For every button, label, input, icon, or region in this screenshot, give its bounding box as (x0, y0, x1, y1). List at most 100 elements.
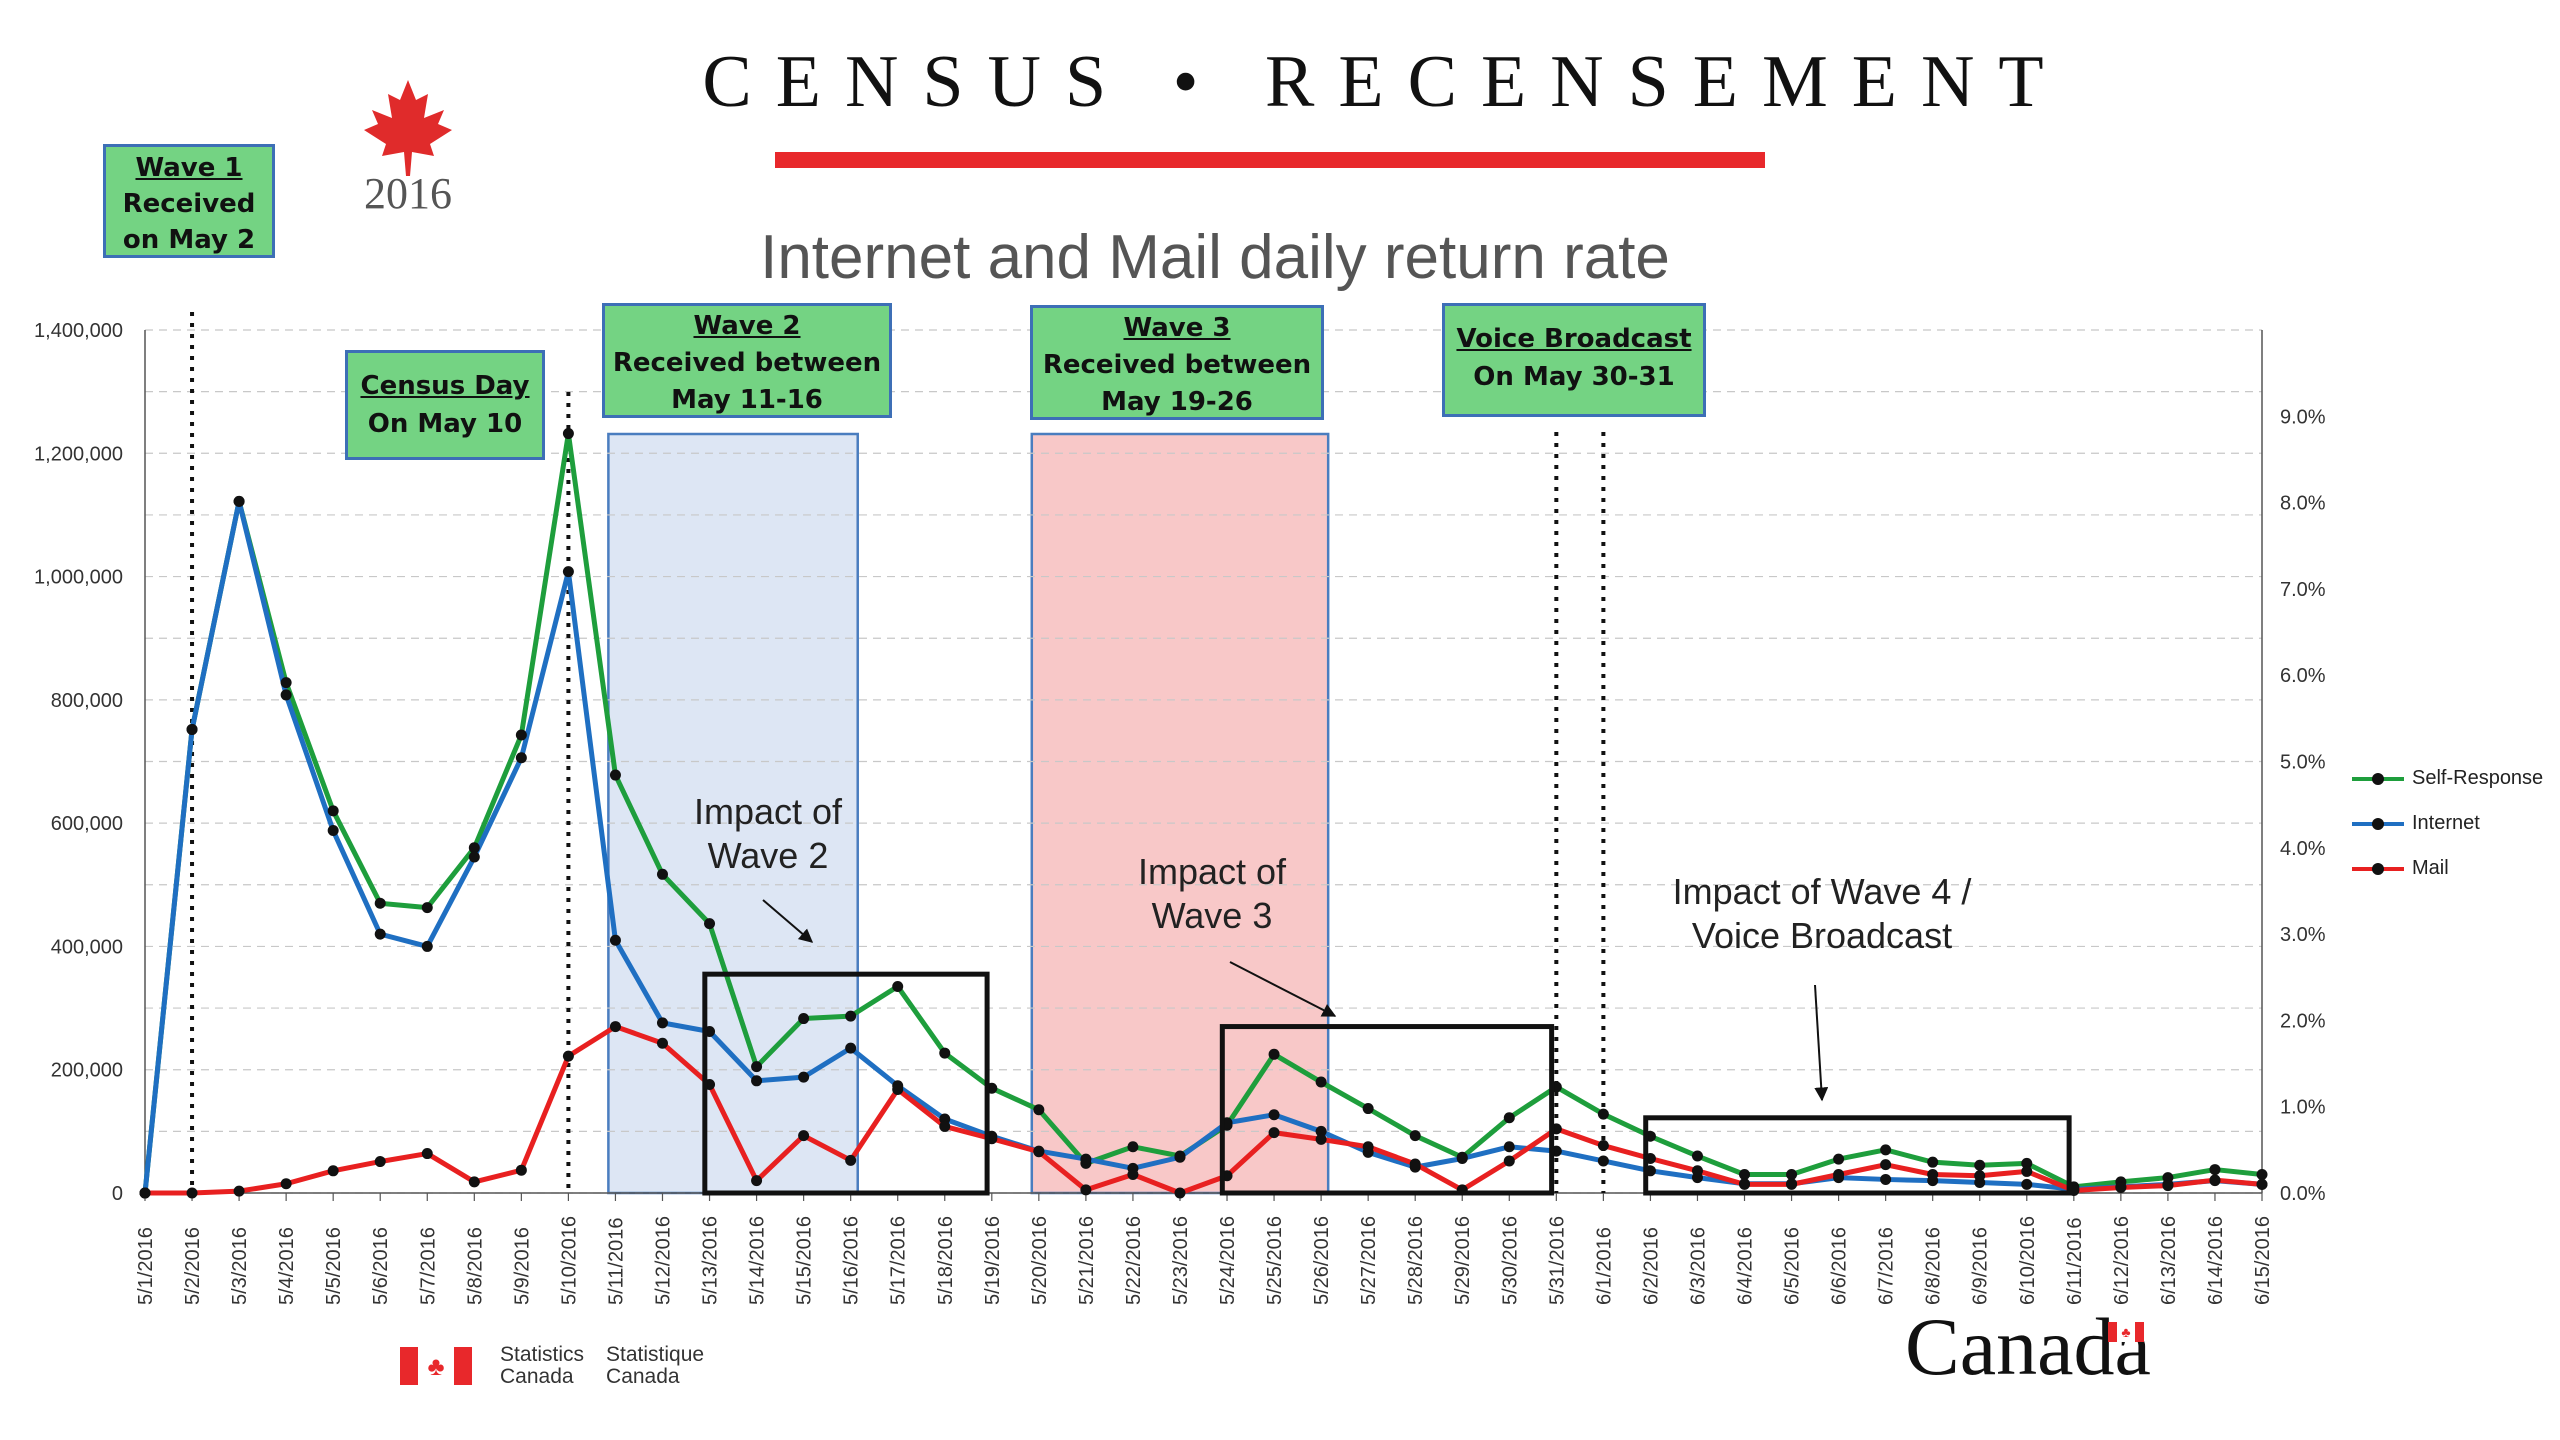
data-point (1268, 1109, 1280, 1121)
x-tick-label: 5/29/2016 (1452, 1216, 1474, 1305)
callout-title: Wave 3 (1123, 313, 1231, 343)
impact-wave-2: Impact of Wave 2 (694, 791, 843, 876)
agency-en-line: Canada (500, 1365, 574, 1388)
x-tick-label: 6/15/2016 (2252, 1216, 2274, 1305)
data-point (1127, 1141, 1139, 1153)
chart-legend: Self-Response Internet Mail (2352, 756, 2543, 891)
data-point (468, 1176, 480, 1188)
data-point (468, 851, 480, 863)
data-point (1597, 1140, 1609, 1152)
callout-title: Wave 1 (135, 153, 243, 183)
wordmark-flag-icon: ♣ (2108, 1322, 2144, 1342)
x-tick-label: 5/24/2016 (1217, 1216, 1239, 1305)
agency-en-line: Statistics (500, 1343, 585, 1366)
y2-tick-label: 2.0% (2280, 1010, 2326, 1032)
data-point (186, 723, 198, 735)
data-point (374, 1156, 386, 1168)
data-point (327, 825, 339, 837)
x-tick-label: 6/8/2016 (1923, 1227, 1945, 1305)
legend-label: Mail (2412, 857, 2449, 879)
impact-box (1219, 1024, 1555, 1196)
series-line-internet (142, 498, 2263, 1194)
data-point (939, 1047, 951, 1059)
y2-tick-label: 6.0% (2280, 665, 2326, 687)
data-point (1974, 1159, 1986, 1171)
callout-line: Received (122, 189, 256, 219)
data-point (374, 897, 386, 909)
callout-line: Received between (1042, 350, 1312, 380)
x-tick-label: 5/28/2016 (1405, 1216, 1427, 1305)
wave-2-callout: Wave 2 Received between May 11-16 (602, 303, 892, 418)
x-tick-label: 5/23/2016 (1170, 1216, 1192, 1305)
x-tick-label: 5/12/2016 (652, 1216, 674, 1305)
data-point (233, 495, 245, 507)
x-tick-label: 5/26/2016 (1311, 1216, 1333, 1305)
data-point (656, 1037, 668, 1049)
voice-broadcast-callout: Voice Broadcast On May 30-31 (1442, 303, 1706, 417)
data-point (1597, 1155, 1609, 1167)
data-point (1033, 1146, 1045, 1158)
legend-swatch (2352, 814, 2404, 834)
data-point (280, 677, 292, 689)
data-point (2256, 1169, 2268, 1181)
y-tick-label: 200,000 (51, 1060, 123, 1082)
data-point (845, 1042, 857, 1054)
agency-name-en: Statistics Canada (500, 1344, 584, 1388)
x-tick-label: 6/11/2016 (2064, 1218, 2086, 1306)
x-tick-label: 6/14/2016 (2205, 1216, 2227, 1305)
data-point (468, 842, 480, 854)
data-point (1268, 1048, 1280, 1060)
data-point (1127, 1169, 1139, 1181)
data-point (1739, 1178, 1751, 1190)
canada-wordmark: Canada (1905, 1301, 2151, 1392)
data-point (562, 566, 574, 578)
legend-item-self-response: Self-Response (2352, 756, 2543, 801)
y2-tick-label: 3.0% (2280, 924, 2326, 946)
impact-wave-4: Impact of Wave 4 /Voice Broadcast (1673, 871, 1972, 956)
x-tick-label: 6/12/2016 (2111, 1216, 2133, 1305)
data-point (515, 729, 527, 741)
data-point (1080, 1184, 1092, 1196)
x-tick-label: 5/8/2016 (464, 1227, 486, 1305)
data-point (1503, 1141, 1515, 1153)
census-day-callout: Census Day On May 10 (345, 350, 545, 460)
data-point (2115, 1181, 2127, 1193)
callout-title: Voice Broadcast (1456, 324, 1692, 354)
x-tick-label: 5/7/2016 (417, 1227, 439, 1305)
annotation-arrow (762, 899, 814, 943)
callout-title: Wave 2 (693, 311, 801, 341)
wave-1-callout: Wave 1 Received on May 2 (103, 144, 275, 258)
data-point (515, 1164, 527, 1176)
y2-tick-label: 1.0% (2280, 1097, 2326, 1119)
data-point (515, 752, 527, 764)
x-tick-label: 6/9/2016 (1970, 1227, 1992, 1305)
statistics-canada-signature: ♣ Statistics Canada Statistique Canada (400, 1344, 704, 1388)
data-point (280, 1178, 292, 1190)
data-point (1268, 1127, 1280, 1139)
x-tick-label: 6/13/2016 (2158, 1216, 2180, 1305)
callout-line: Received between (612, 348, 882, 378)
annotation-arrow (1814, 984, 1829, 1102)
legend-item-mail: Mail (2352, 846, 2543, 891)
data-point (656, 868, 668, 880)
data-point (798, 1071, 810, 1083)
x-tick-label: 6/7/2016 (1876, 1227, 1898, 1305)
legend-swatch (2352, 769, 2404, 789)
data-point (1503, 1112, 1515, 1124)
data-point (1927, 1169, 1939, 1181)
x-tick-label: 5/11/2016 (605, 1218, 627, 1306)
x-tick-label: 5/27/2016 (1358, 1216, 1380, 1305)
data-point (186, 1187, 198, 1199)
data-point (1362, 1141, 1374, 1153)
data-point (1927, 1156, 1939, 1168)
data-point (1739, 1169, 1751, 1181)
data-point (1409, 1158, 1421, 1170)
data-point (1597, 1108, 1609, 1120)
y-tick-label: 1,400,000 (34, 320, 123, 342)
data-point (1503, 1155, 1515, 1167)
x-tick-label: 5/10/2016 (558, 1216, 580, 1305)
y-tick-label: 800,000 (51, 690, 123, 712)
data-point (139, 1187, 151, 1199)
callout-line: May 11-16 (671, 385, 823, 415)
y2-tick-label: 7.0% (2280, 579, 2326, 601)
